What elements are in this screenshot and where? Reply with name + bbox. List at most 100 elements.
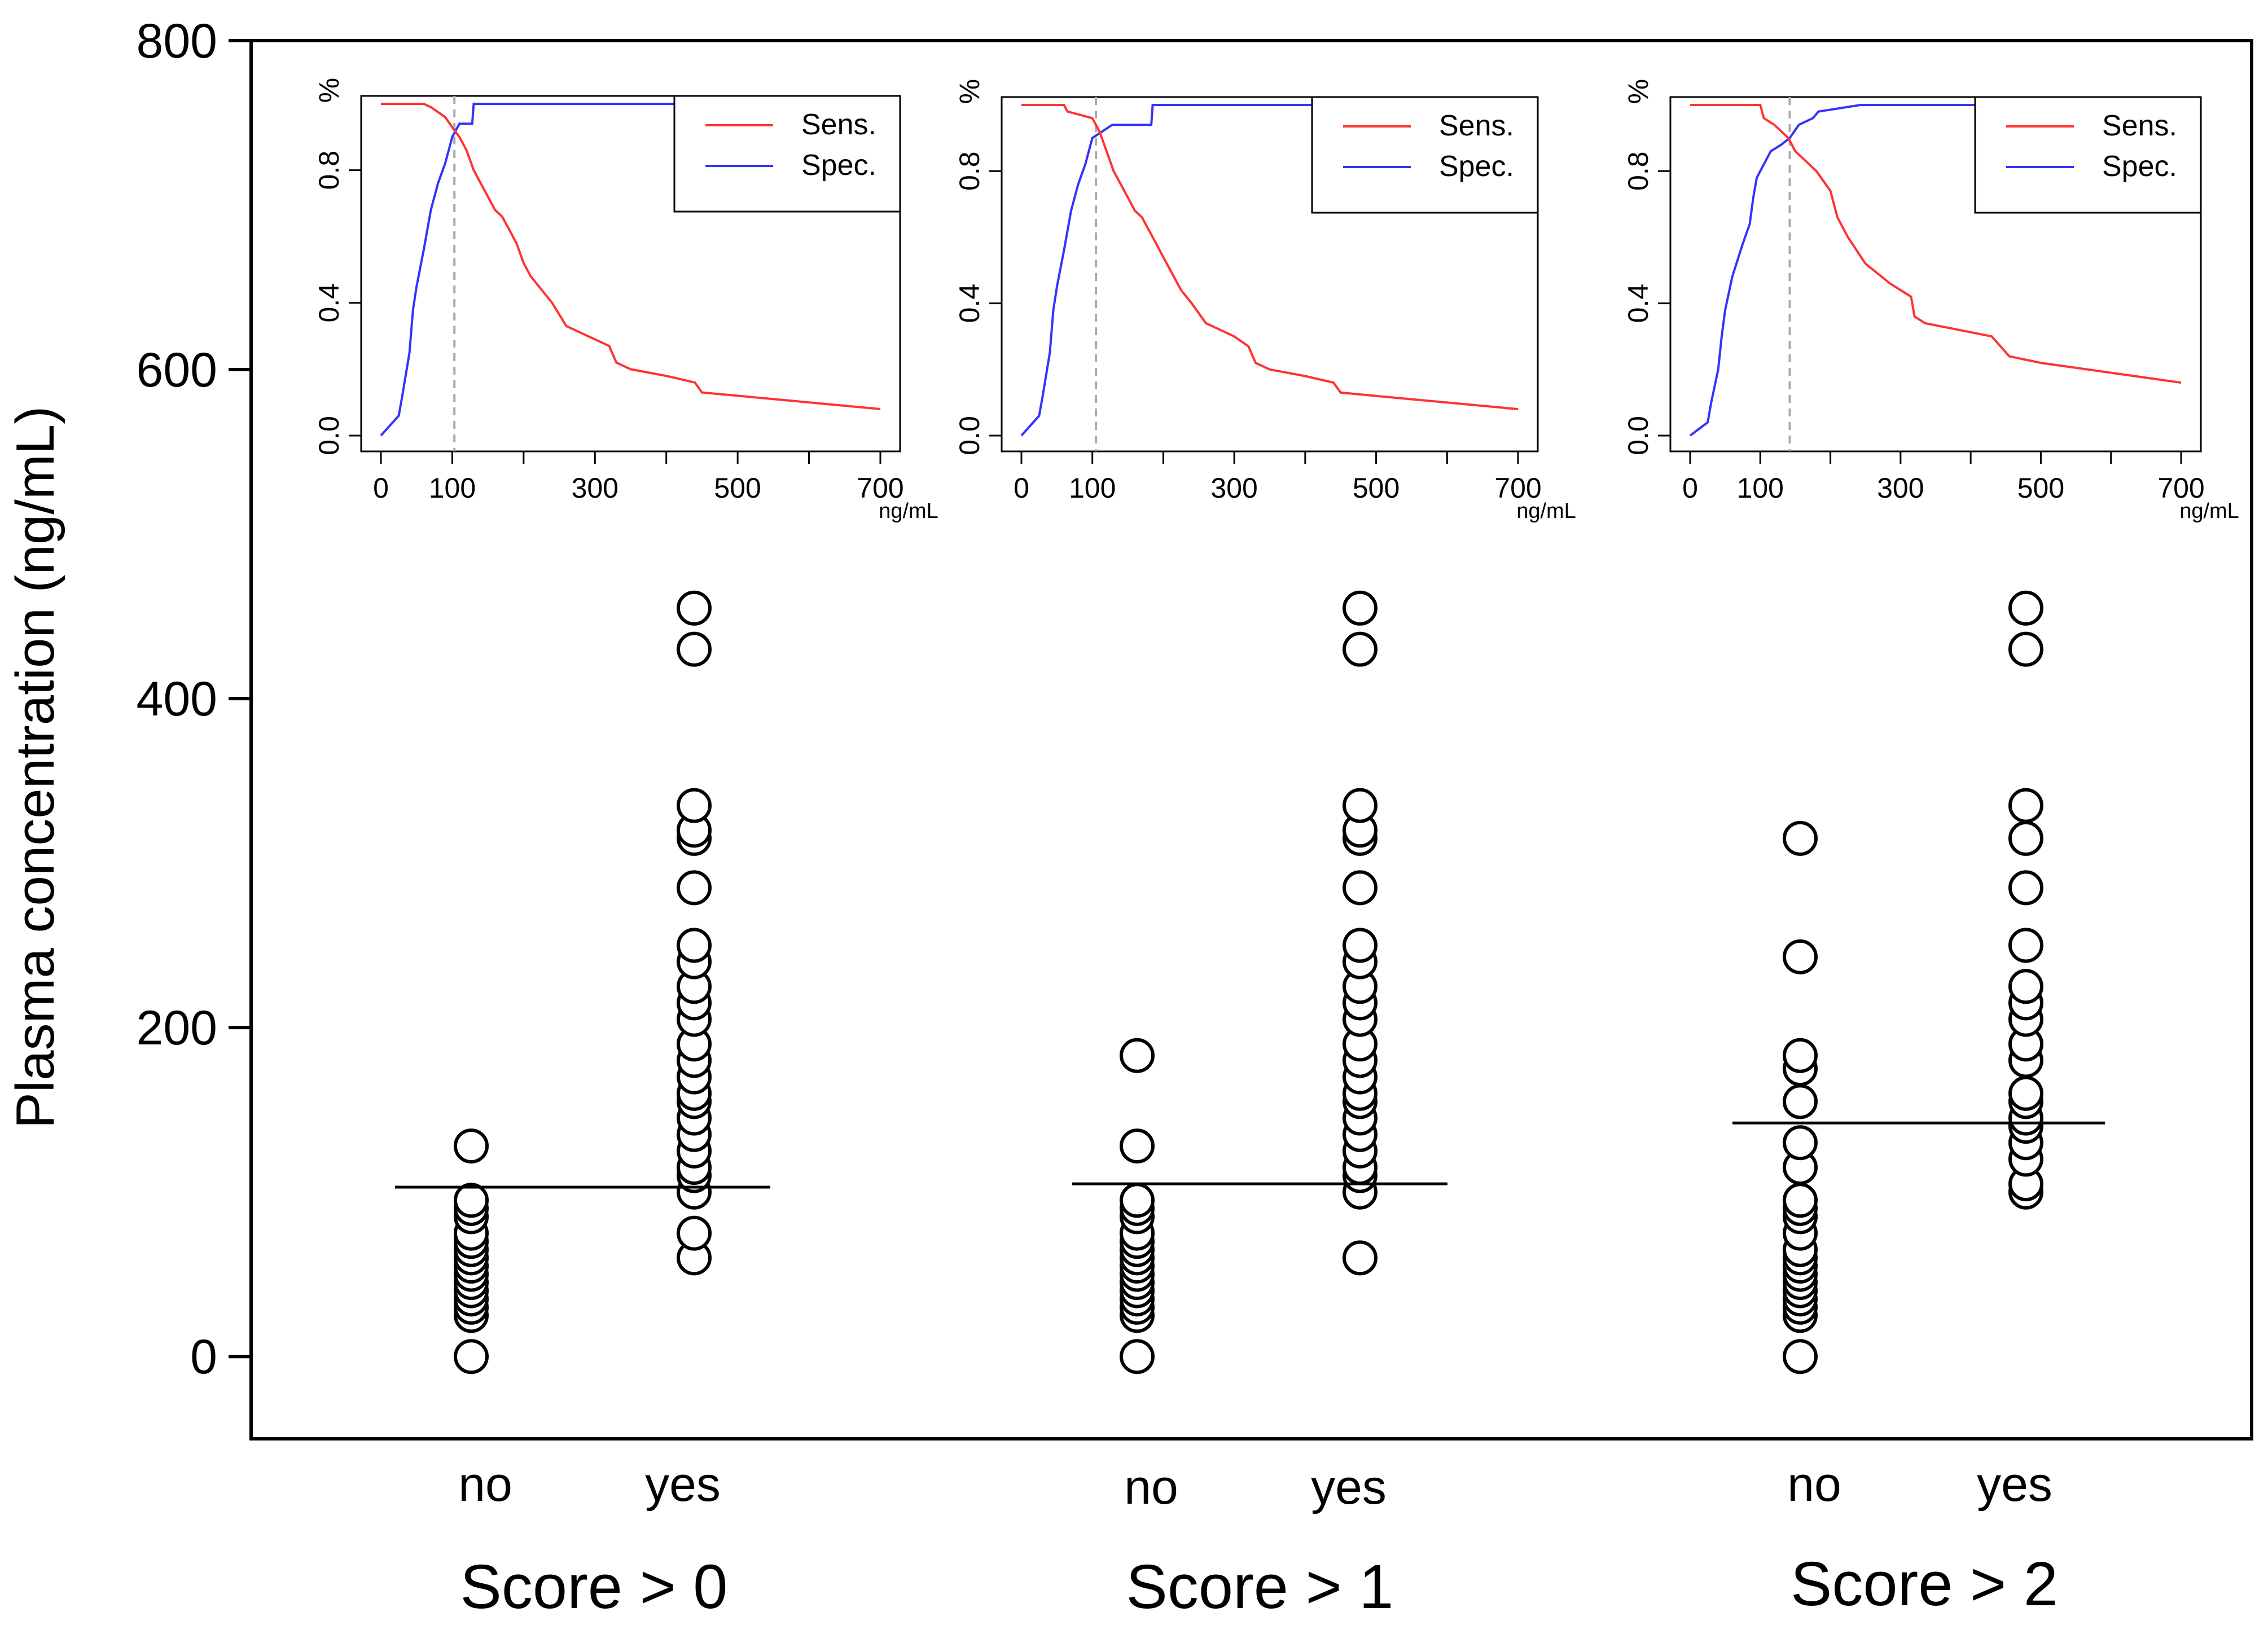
point-yes: [1343, 870, 1378, 906]
point-no: [454, 1339, 489, 1374]
main-y-axis: 0 200 400 600 800: [137, 14, 251, 1384]
inset-y-tick-label: 0.8: [1622, 151, 1654, 191]
sens-curve: [381, 103, 881, 410]
inset-x-tick-label: 700: [1494, 472, 1541, 504]
category-label-no: no: [1124, 1460, 1178, 1514]
point-yes: [2008, 788, 2043, 823]
point-yes: [2008, 820, 2043, 856]
inset-y-tick-label: 0.4: [1622, 284, 1654, 323]
y-tick-label: 800: [137, 14, 218, 68]
point-yes: [1343, 590, 1378, 626]
point-yes: [677, 1215, 712, 1251]
group-title: Score > 2: [1791, 1549, 2058, 1619]
plot-border: [249, 39, 2253, 1440]
inset-y-axis-label: %: [1622, 79, 1654, 104]
inset-y-tick-label: 0.8: [313, 151, 345, 190]
inset-x-tick-label: 100: [1737, 472, 1784, 504]
inset-charts: 0.00.40.8%0 100 300 500 700ng/mLSens.Spec.0.…: [313, 78, 2239, 523]
point-no: [1783, 1183, 1818, 1218]
point-no: [1120, 1038, 1155, 1073]
inset-y-axis-label: %: [954, 79, 985, 104]
inset-y-tick-label: 0.4: [313, 283, 345, 323]
inset-legend: [673, 95, 901, 213]
inset-x-tick-label: 300: [1877, 472, 1924, 504]
point-yes: [677, 928, 712, 963]
point-yes: [677, 788, 712, 823]
point-yes: [1343, 928, 1378, 963]
category-label-yes: yes: [645, 1457, 721, 1512]
inset-x-tick-label: 0: [1682, 472, 1698, 504]
inset-legend: [1974, 96, 2202, 214]
category-label-no: no: [1787, 1457, 1841, 1512]
spec-curve: [1689, 104, 2181, 437]
inset-x-tick-label: 700: [2157, 472, 2204, 504]
inset-x-axis-label: ng/mL: [879, 499, 938, 523]
point-yes: [1343, 631, 1378, 667]
y-tick-label: 400: [137, 672, 218, 726]
inset-x-tick-label: 0: [1014, 472, 1029, 504]
point-yes: [1343, 1240, 1378, 1276]
point-yes: [2008, 969, 2043, 1004]
inset-x-tick-label: 500: [1353, 472, 1400, 504]
inset-x-tick-label: 500: [714, 472, 761, 504]
point-no: [1783, 1125, 1818, 1161]
point-no: [1120, 1128, 1155, 1164]
point-no: [1120, 1339, 1155, 1374]
legend-label: Spec.: [2102, 150, 2177, 183]
category-label-yes: yes: [1311, 1460, 1387, 1514]
point-no: [1783, 939, 1818, 974]
sens-curve: [1690, 104, 2182, 384]
point-no: [1783, 1339, 1818, 1374]
inset-legend: [1311, 96, 1539, 214]
inset-x-tick-label: 300: [1210, 472, 1257, 504]
point-yes: [2008, 1075, 2043, 1111]
category-label-no: no: [458, 1457, 512, 1512]
inset-x-tick-label: 500: [2017, 472, 2064, 504]
inset-y-tick-label: 0.0: [1622, 416, 1654, 455]
y-axis-label: Plasma concentration (ng/mL): [5, 406, 65, 1129]
group-title: Score > 0: [460, 1552, 728, 1622]
category-label-yes: yes: [1977, 1457, 2052, 1512]
x-category-labels: no yes Score > 0 no yes Score > 1 no yes Score >…: [458, 1457, 2058, 1622]
inset-x-axis-label: ng/mL: [2179, 499, 2239, 523]
sens-curve: [1021, 104, 1519, 411]
y-tick-label: 0: [190, 1330, 217, 1384]
scatter-points: [454, 590, 2043, 1374]
inset-x-tick-label: 0: [373, 472, 389, 504]
point-yes: [677, 631, 712, 667]
legend-label: Spec.: [801, 149, 876, 182]
inset-x-tick-label: 100: [429, 472, 476, 504]
point-yes: [2008, 631, 2043, 667]
point-yes: [2008, 590, 2043, 626]
main-plot-frame: [249, 39, 2253, 1440]
spec-curve: [380, 103, 880, 437]
point-yes: [2008, 870, 2043, 906]
spec-curve: [1020, 104, 1518, 437]
inset-y-tick-label: 0.0: [313, 416, 345, 455]
y-tick-label: 200: [137, 1001, 218, 1055]
point-no: [454, 1183, 489, 1218]
cutoff-lines: [395, 1121, 2105, 1189]
inset-x-tick-label: 300: [572, 472, 618, 504]
inset-y-tick-label: 0.8: [954, 151, 985, 191]
point-yes: [2008, 928, 2043, 963]
inset-y-tick-label: 0.0: [954, 416, 985, 455]
legend-label: Sens.: [2102, 109, 2177, 142]
point-no: [1120, 1183, 1155, 1218]
legend-label: Sens.: [801, 108, 876, 141]
y-tick-label: 600: [137, 343, 218, 397]
point-yes: [677, 590, 712, 626]
inset-y-tick-label: 0.4: [954, 284, 985, 323]
point-no: [1783, 1084, 1818, 1119]
point-no: [1783, 820, 1818, 856]
legend-label: Sens.: [1439, 109, 1514, 142]
inset-y-axis-label: %: [313, 78, 345, 103]
point-yes: [677, 870, 712, 906]
point-no: [454, 1128, 489, 1164]
inset-x-tick-label: 700: [857, 472, 903, 504]
inset-x-tick-label: 100: [1069, 472, 1116, 504]
inset-x-axis-label: ng/mL: [1516, 499, 1576, 523]
